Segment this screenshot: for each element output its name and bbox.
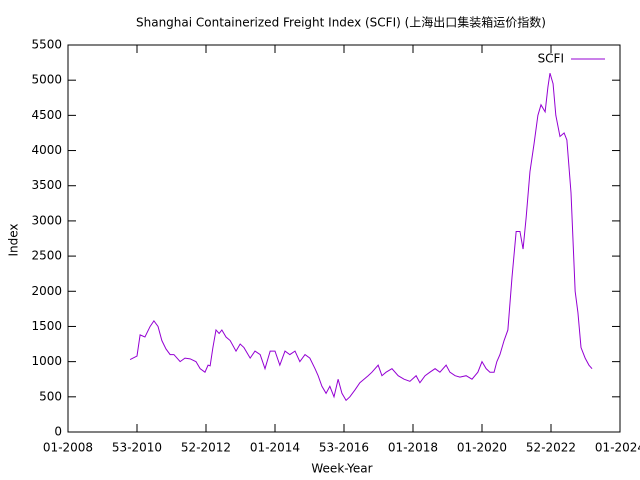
x-axis-label: Week-Year xyxy=(311,462,372,476)
y-tick-label: 4000 xyxy=(31,143,62,157)
x-tick-label: 01-2014 xyxy=(250,441,300,455)
y-tick-label: 500 xyxy=(39,389,62,403)
x-tick-label: 01-2024 xyxy=(595,441,640,455)
y-axis-label: Index xyxy=(7,223,21,256)
chart-title: Shanghai Containerized Freight Index (SC… xyxy=(136,15,546,30)
y-tick-label: 4500 xyxy=(31,108,62,122)
x-tick-label: 52-2022 xyxy=(526,441,576,455)
x-tick-label: 01-2020 xyxy=(457,441,507,455)
x-tick-label: 53-2016 xyxy=(319,441,369,455)
y-tick-label: 2500 xyxy=(31,249,62,263)
y-tick-label: 5000 xyxy=(31,73,62,87)
y-tick-label: 1500 xyxy=(31,319,62,333)
legend-label: SCFI xyxy=(538,52,564,66)
x-tick-label: 53-2010 xyxy=(112,441,162,455)
x-tick-label: 01-2018 xyxy=(388,441,438,455)
y-tick-label: 3000 xyxy=(31,213,62,227)
y-tick-label: 1000 xyxy=(31,354,62,368)
x-tick-label: 01-2008 xyxy=(43,441,93,455)
y-tick-label: 2000 xyxy=(31,284,62,298)
plot-frame xyxy=(67,44,621,433)
y-tick-label: 3500 xyxy=(31,178,62,192)
y-tick-label: 0 xyxy=(54,425,62,439)
y-tick-label: 5500 xyxy=(31,38,62,52)
x-tick-label: 52-2012 xyxy=(181,441,231,455)
series-line xyxy=(129,73,593,402)
